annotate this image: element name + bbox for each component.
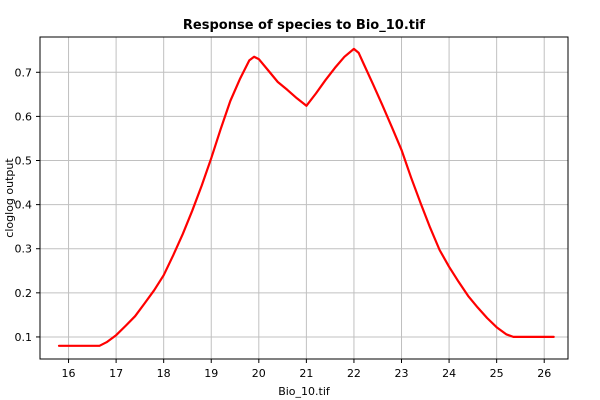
x-tick-label: 19 [204, 367, 218, 380]
plot-frame [39, 36, 569, 360]
x-tick-label: 18 [157, 367, 171, 380]
y-tick-label: 0.3 [15, 243, 33, 256]
y-axis-label: cloglog output [3, 158, 16, 238]
y-tick-label: 0.7 [15, 66, 33, 79]
x-tick-label: 16 [62, 367, 76, 380]
x-tick-label: 21 [299, 367, 313, 380]
x-axis-label: Bio_10.tif [278, 385, 331, 398]
series-layer [57, 47, 555, 347]
y-tick-label: 0.5 [15, 155, 33, 168]
x-tick-label: 24 [442, 367, 456, 380]
series-line [57, 47, 555, 347]
x-tick-label: 23 [395, 367, 409, 380]
x-tick-label: 25 [490, 367, 504, 380]
axis-ticks: 16 17 18 19 20 21 22 23 24 25 26 0.1 0.2 0.3 0.4 0.5 0.6… [15, 66, 552, 380]
y-tick-label: 0.6 [15, 110, 33, 123]
y-tick-label: 0.4 [15, 199, 33, 212]
chart-title: Response of species to Bio_10.tif [183, 18, 426, 33]
y-tick-label: 0.1 [15, 331, 33, 344]
y-tick-label: 0.2 [15, 287, 33, 300]
x-tick-label: 17 [109, 367, 123, 380]
x-tick-label: 20 [252, 367, 266, 380]
grid [40, 37, 568, 359]
x-tick-label: 26 [537, 367, 551, 380]
x-tick-label: 22 [347, 367, 361, 380]
